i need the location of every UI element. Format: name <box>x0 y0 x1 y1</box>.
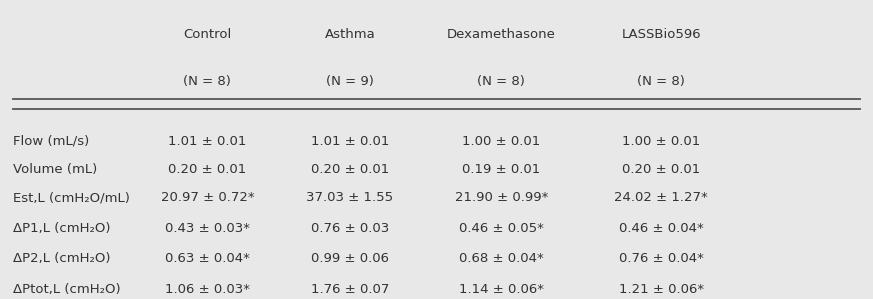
Text: 1.00 ± 0.01: 1.00 ± 0.01 <box>462 135 540 148</box>
Text: 1.00 ± 0.01: 1.00 ± 0.01 <box>622 135 700 148</box>
Text: 0.68 ± 0.04*: 0.68 ± 0.04* <box>459 252 544 265</box>
Text: Dexamethasone: Dexamethasone <box>447 28 556 41</box>
Text: 0.19 ± 0.01: 0.19 ± 0.01 <box>462 163 540 176</box>
Text: 21.90 ± 0.99*: 21.90 ± 0.99* <box>455 191 548 204</box>
Text: 0.63 ± 0.04*: 0.63 ± 0.04* <box>165 252 250 265</box>
Text: ΔP2,L (cmH₂O): ΔP2,L (cmH₂O) <box>13 252 110 265</box>
Text: 1.01 ± 0.01: 1.01 ± 0.01 <box>311 135 389 148</box>
Text: 0.46 ± 0.05*: 0.46 ± 0.05* <box>459 222 544 235</box>
Text: ΔP1,L (cmH₂O): ΔP1,L (cmH₂O) <box>13 222 110 235</box>
Text: 0.20 ± 0.01: 0.20 ± 0.01 <box>622 163 700 176</box>
Text: Volume (mL): Volume (mL) <box>13 163 97 176</box>
Text: Est,L (cmH₂O/mL): Est,L (cmH₂O/mL) <box>13 191 130 204</box>
Text: (N = 8): (N = 8) <box>478 75 526 88</box>
Text: 1.06 ± 0.03*: 1.06 ± 0.03* <box>165 283 250 296</box>
Text: 37.03 ± 1.55: 37.03 ± 1.55 <box>306 191 394 204</box>
Text: Asthma: Asthma <box>325 28 375 41</box>
Text: (N = 8): (N = 8) <box>183 75 231 88</box>
Text: 0.20 ± 0.01: 0.20 ± 0.01 <box>311 163 389 176</box>
Text: 1.01 ± 0.01: 1.01 ± 0.01 <box>168 135 246 148</box>
Text: 0.76 ± 0.03: 0.76 ± 0.03 <box>311 222 389 235</box>
Text: 0.76 ± 0.04*: 0.76 ± 0.04* <box>619 252 704 265</box>
Text: 20.97 ± 0.72*: 20.97 ± 0.72* <box>161 191 254 204</box>
Text: LASSBio596: LASSBio596 <box>622 28 701 41</box>
Text: 1.76 ± 0.07: 1.76 ± 0.07 <box>311 283 389 296</box>
Text: (N = 9): (N = 9) <box>327 75 374 88</box>
Text: 0.46 ± 0.04*: 0.46 ± 0.04* <box>619 222 704 235</box>
Text: 0.43 ± 0.03*: 0.43 ± 0.03* <box>165 222 250 235</box>
Text: 0.99 ± 0.06: 0.99 ± 0.06 <box>311 252 389 265</box>
Text: Control: Control <box>183 28 231 41</box>
Text: 0.20 ± 0.01: 0.20 ± 0.01 <box>168 163 246 176</box>
Text: 1.21 ± 0.06*: 1.21 ± 0.06* <box>619 283 704 296</box>
Text: 24.02 ± 1.27*: 24.02 ± 1.27* <box>615 191 708 204</box>
Text: Flow (mL/s): Flow (mL/s) <box>13 135 89 148</box>
Text: 1.14 ± 0.06*: 1.14 ± 0.06* <box>459 283 544 296</box>
Text: ΔPtot,L (cmH₂O): ΔPtot,L (cmH₂O) <box>13 283 120 296</box>
Text: (N = 8): (N = 8) <box>637 75 685 88</box>
